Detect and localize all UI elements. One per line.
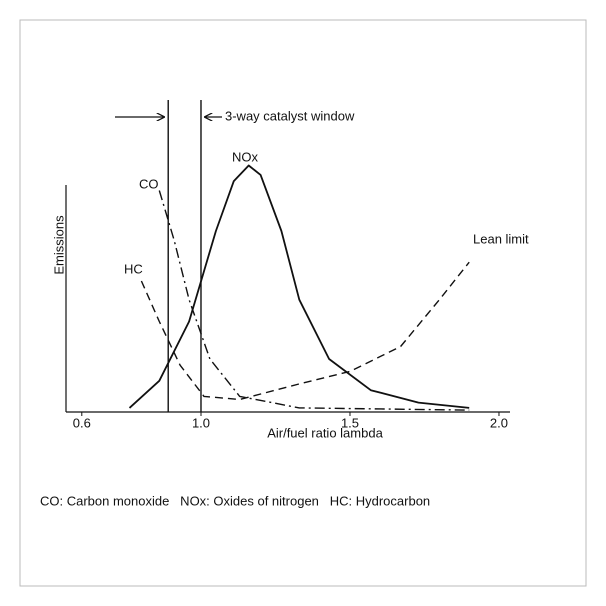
x-tick-label: 2.0 <box>490 415 508 430</box>
annotation: 3-way catalyst window <box>225 108 355 123</box>
annotation: Lean limit <box>473 231 529 246</box>
series-line <box>158 190 470 411</box>
x-tick-label: 0.6 <box>73 415 91 430</box>
series-line <box>128 164 470 409</box>
x-axis-label: Air/fuel ratio lambda <box>267 425 383 440</box>
series-line <box>140 261 470 401</box>
series-label: NOx <box>232 149 259 164</box>
series-label: HC <box>124 261 143 276</box>
series-label: CO <box>139 176 159 191</box>
footnote: CO: Carbon monoxide NOx: Oxides of nitro… <box>40 493 430 508</box>
x-tick-label: 1.5 <box>341 415 359 430</box>
frame <box>19 19 587 587</box>
y-axis-label: Emissions <box>51 215 66 275</box>
x-tick-label: 1.0 <box>192 415 210 430</box>
